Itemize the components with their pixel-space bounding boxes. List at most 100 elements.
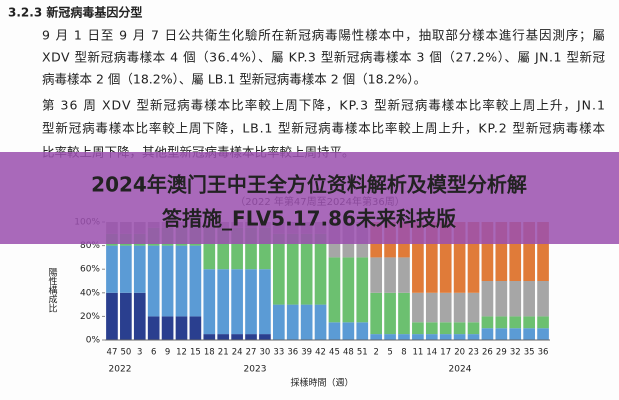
bar-segment [412, 334, 424, 340]
x-tick-label: 36 [538, 348, 549, 358]
bar-segment [495, 316, 508, 329]
x-tick-label: 27 [246, 348, 257, 358]
bar-segment [147, 316, 160, 340]
bar-segment [231, 227, 243, 270]
x-tick-label: 36 [287, 348, 298, 358]
x-tick-label: 35 [524, 348, 535, 358]
x-tick-label: 23 [468, 348, 479, 358]
x-tick-label: 18 [204, 348, 215, 358]
bar-segment [509, 328, 522, 340]
bar-segment [370, 334, 383, 340]
y-tick-label: 40% [80, 288, 100, 298]
bar-segment [481, 316, 494, 329]
bar-segment [231, 269, 243, 335]
x-tick-label: 48 [343, 348, 354, 358]
bar-segment [453, 334, 466, 340]
bar-segment [537, 316, 549, 329]
bar-segment [384, 257, 396, 293]
x-tick-label: 26 [482, 348, 493, 358]
bar-segment [523, 281, 535, 317]
bar-segment [328, 322, 341, 340]
bar-segment [467, 322, 480, 335]
bar-segment [189, 245, 202, 317]
bar-segment [439, 222, 452, 293]
bar-segment [342, 257, 355, 323]
bar-segment [217, 334, 230, 340]
bar-segment [231, 334, 243, 340]
y-tick-label: 0% [86, 336, 101, 346]
bar-segment [272, 233, 285, 305]
bar-segment [398, 292, 410, 335]
bar-segment [175, 316, 188, 340]
bar-segment [259, 227, 271, 270]
heading: 3.2.3 新冠病毒基因分型 [8, 5, 142, 20]
bar-segment [495, 328, 508, 340]
bar-segment [495, 281, 508, 317]
bar-segment [133, 292, 146, 340]
bar-segment [328, 257, 341, 323]
bar-segment [106, 245, 118, 293]
bar-segment [175, 245, 188, 317]
x-tick-label: 15 [190, 348, 201, 358]
y-tick-label: 20% [80, 312, 100, 322]
bar-segment [356, 257, 369, 323]
bar-segment [120, 245, 132, 293]
x-tick-label: 14 [426, 348, 437, 358]
bar-segment [425, 334, 438, 340]
bar-segment [286, 304, 299, 340]
bar-segment [203, 334, 216, 340]
bar-segment [217, 269, 230, 335]
x-tick-label: 51 [357, 348, 368, 358]
bar-segment [384, 334, 396, 340]
bar-segment [203, 227, 216, 270]
bar-segment [370, 292, 383, 335]
x-tick-label: 29 [496, 348, 507, 358]
y-axis-title: 陽性構成比 [47, 267, 58, 312]
x-tick-label: 6 [151, 348, 156, 358]
paragraph-line: XDV 型新冠病毒樣本 4 個（36.4%）、屬 KP.3 型新冠病毒樣本 3 … [42, 50, 605, 65]
x-tick-label: 9 [165, 348, 170, 358]
x-tick-label: 11 [412, 348, 423, 358]
bar-segment [259, 334, 271, 340]
banner-title: 2024年澳门王中王全方位资料解析及模型分析解 [91, 173, 527, 197]
bar-segment [453, 292, 466, 323]
x-tick-label: 24 [232, 348, 243, 358]
year-label: 2024 [449, 365, 472, 375]
x-tick-label: 30 [260, 348, 271, 358]
bar-segment [245, 334, 257, 340]
bar-segment [272, 304, 285, 340]
x-tick-label: 2 [373, 348, 378, 358]
bar-segment [523, 222, 535, 281]
banner-title: 答措施_FLV5.17.86未来科技版 [162, 207, 456, 231]
paragraph-line: 第 36 周 XDV 型新冠病毒樣本比率較上周下降，KP.3 型新冠病毒樣本比率… [42, 98, 605, 113]
x-tick-label: 12 [176, 348, 187, 358]
bar-segment [217, 227, 230, 270]
x-tick-label: 20 [454, 348, 465, 358]
bar-segment [161, 316, 174, 340]
bar-segment [300, 304, 313, 340]
bar-segment [467, 334, 480, 340]
bar-segment [314, 233, 327, 305]
x-tick-label: 17 [440, 348, 451, 358]
bar-segment [425, 222, 438, 293]
paragraph-line: 型新冠病毒樣本比率較上周下降，LB.1 型新冠病毒樣本比率較上周上升，KP.2 … [42, 121, 605, 136]
x-tick-label: 45 [329, 348, 340, 358]
x-tick-label: 32 [510, 348, 521, 358]
bar-segment [467, 222, 480, 293]
bar-segment [523, 316, 535, 329]
x-tick-label: 3 [137, 348, 142, 358]
bar-segment [495, 222, 508, 281]
paragraph-line: 9 月 1 日至 9 月 7 日公共衛生化驗所在新冠病毒陽性樣本中，抽取部分樣本… [42, 28, 605, 43]
bar-segment [412, 292, 424, 323]
bar-segment [509, 281, 522, 317]
bar-segment [106, 292, 118, 340]
bar-segment [537, 281, 549, 317]
bar-segment [412, 222, 424, 293]
bar-segment [370, 257, 383, 293]
x-tick-label: 8 [401, 348, 406, 358]
year-label: 2023 [244, 365, 267, 375]
bar-segment [439, 322, 452, 335]
y-tick-label: 60% [80, 265, 100, 275]
